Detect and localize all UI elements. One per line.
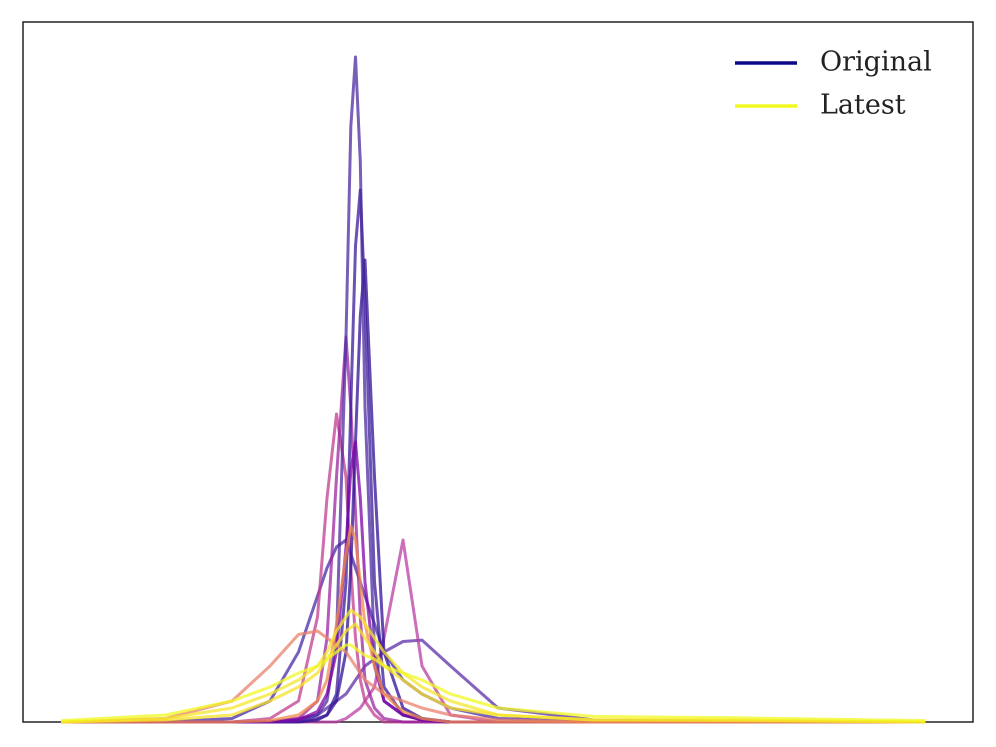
plot-frame (22, 21, 974, 723)
density-curve (60, 622, 926, 724)
density-curve (60, 643, 926, 723)
density-curve (60, 629, 926, 724)
legend-label: Latest (820, 90, 906, 121)
density-curve (60, 608, 926, 724)
legend: Original Latest (735, 47, 932, 121)
density-curve (61, 524, 926, 724)
curves (60, 55, 926, 724)
legend-label: Original (820, 47, 932, 78)
